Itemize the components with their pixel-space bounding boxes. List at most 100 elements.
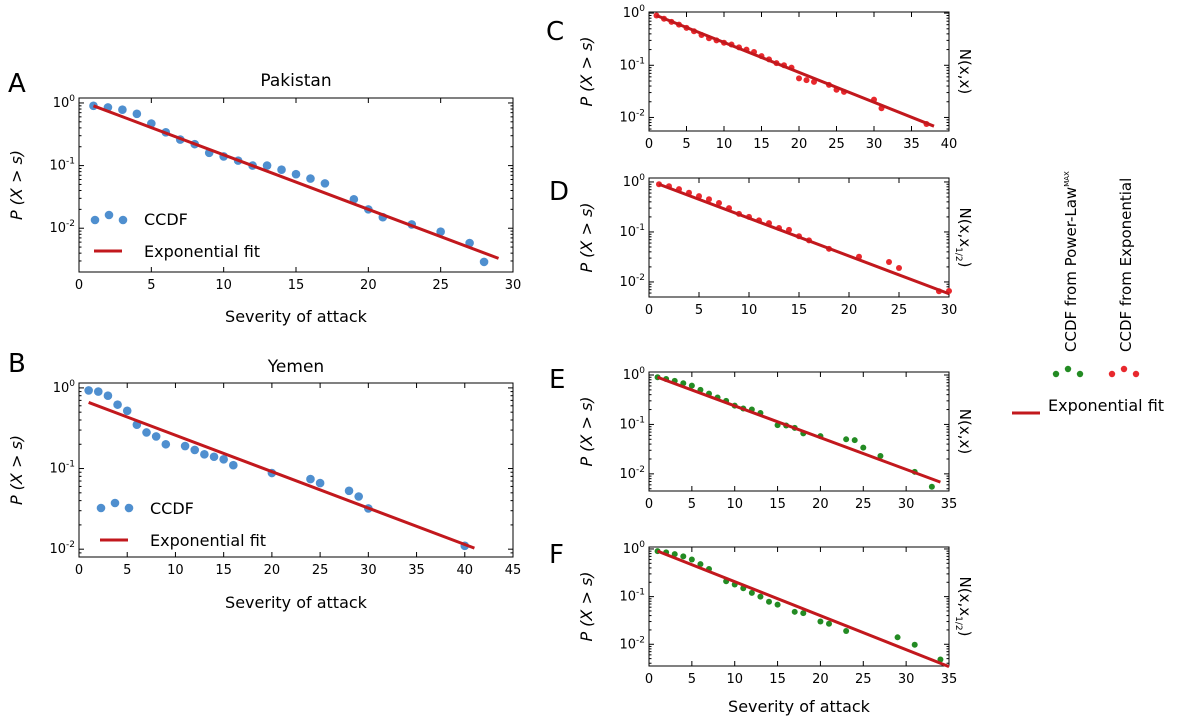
legend-ccdf-marker	[124, 503, 134, 513]
y-tick-label: 10-1	[619, 415, 645, 432]
x-tick-label: 15	[753, 137, 770, 152]
y-tick-label: 10-2	[49, 219, 75, 236]
data-point	[757, 593, 764, 600]
x-tick-label: 0	[645, 137, 653, 152]
data-point	[688, 556, 695, 563]
x-tick-label: 0	[645, 672, 653, 687]
data-point	[716, 199, 722, 206]
legend-red-marker	[1132, 370, 1140, 378]
side-label: N(x,x)	[956, 49, 974, 94]
data-point	[671, 551, 678, 558]
data-point	[817, 618, 824, 625]
x-tick-label: 10	[726, 672, 743, 687]
data-point	[200, 450, 209, 459]
x-tick-label: 30	[898, 497, 915, 512]
data-point	[180, 441, 190, 451]
plot-frame	[648, 546, 950, 667]
data-point	[766, 598, 772, 605]
data-point	[748, 589, 755, 596]
legend-green-marker	[1076, 370, 1084, 378]
y-axis-label: P (X > s)	[7, 150, 26, 220]
data-point	[349, 194, 359, 204]
x-tick-label: 10	[167, 563, 184, 578]
y-tick-label: 10-2	[619, 273, 645, 290]
x-axis-label: Severity of attack	[225, 307, 368, 326]
data-point	[851, 437, 858, 444]
data-point	[800, 610, 807, 617]
data-point	[219, 455, 228, 464]
y-tick-label: 100	[623, 540, 646, 557]
x-tick-label: 5	[688, 672, 696, 687]
data-point	[118, 105, 127, 115]
x-tick-label: 5	[688, 497, 696, 512]
x-tick-label: 30	[360, 563, 377, 578]
y-tick-label: 10-1	[619, 588, 645, 605]
x-tick-label: 5	[147, 278, 155, 293]
x-tick-label: 25	[891, 303, 908, 318]
x-tick-label: 20	[812, 672, 829, 687]
data-point	[894, 634, 901, 641]
data-point	[803, 77, 810, 84]
data-point	[774, 601, 781, 608]
x-tick-label: 25	[855, 672, 872, 687]
legend-ccdf-marker	[96, 503, 106, 513]
x-tick-label: 20	[841, 303, 858, 318]
legend-green-marker	[1064, 365, 1072, 373]
panel-letter-d: D	[549, 177, 569, 207]
x-tick-label: 25	[432, 278, 449, 293]
legend-green-label: CCDF from Power-LawMAX	[1062, 171, 1080, 352]
panel-b: 0 5 10 15 20 25 30 35 40 45 10-2 10-1 100 Yemen Severi…	[7, 357, 521, 612]
data-point	[843, 627, 850, 634]
fit-line	[655, 14, 935, 128]
x-tick-label: 15	[215, 563, 232, 578]
x-tick-label: 15	[769, 672, 786, 687]
data-point	[161, 439, 171, 449]
x-tick-label: 30	[941, 303, 958, 318]
data-point	[937, 656, 944, 663]
x-tick-label: 0	[75, 563, 83, 578]
x-tick-label: 0	[645, 303, 653, 318]
data-point	[826, 620, 832, 627]
panel-letter-e: E	[549, 365, 565, 395]
y-tick-label: 10-1	[619, 56, 645, 73]
legend-ccdf-marker	[110, 498, 120, 508]
data-point	[911, 641, 918, 648]
panel-letter-c: C	[546, 17, 564, 47]
x-tick-label: 20	[812, 497, 829, 512]
data-point	[103, 391, 113, 401]
legend-ccdf-marker	[118, 215, 128, 225]
x-tick-label: 20	[360, 278, 377, 293]
data-point	[688, 382, 695, 389]
y-tick-label: 10-1	[619, 223, 645, 240]
x-tick-label: 45	[505, 563, 522, 578]
data-point	[209, 452, 219, 462]
legend-ccdf-marker	[90, 215, 100, 225]
fit-line	[92, 104, 500, 260]
y-tick-label: 100	[53, 379, 76, 396]
legend-ccdf-label: CCDF	[144, 210, 188, 229]
y-tick-label: 100	[623, 173, 646, 190]
legend-green-marker	[1052, 370, 1060, 378]
side-label: N(x,x1/2)	[953, 577, 974, 637]
x-tick-label: 20	[264, 563, 281, 578]
y-tick-label: 10-1	[49, 157, 75, 174]
data-point	[843, 436, 850, 443]
data-point	[262, 161, 272, 170]
x-tick-label: 40	[941, 137, 958, 152]
y-axis-label: P (X > s)	[577, 571, 596, 641]
legend-ccdf-marker	[104, 210, 114, 220]
x-tick-label: 10	[741, 303, 758, 318]
data-point	[190, 445, 200, 455]
y-tick-label: 10-2	[619, 108, 645, 125]
x-tick-label: 30	[898, 672, 915, 687]
x-tick-label: 15	[791, 303, 808, 318]
legend-red-label: CCDF from Exponential	[1117, 178, 1135, 352]
panel-title: Pakistan	[260, 71, 331, 91]
legend-right-fit-label: Exponential fit	[1048, 396, 1164, 415]
x-tick-label: 15	[769, 497, 786, 512]
legend-panel-a: CCDF Exponential fit	[90, 210, 260, 261]
x-axis-label: Severity of attack	[728, 697, 871, 716]
data-point	[277, 165, 286, 174]
legend-fit-label: Exponential fit	[150, 531, 266, 550]
